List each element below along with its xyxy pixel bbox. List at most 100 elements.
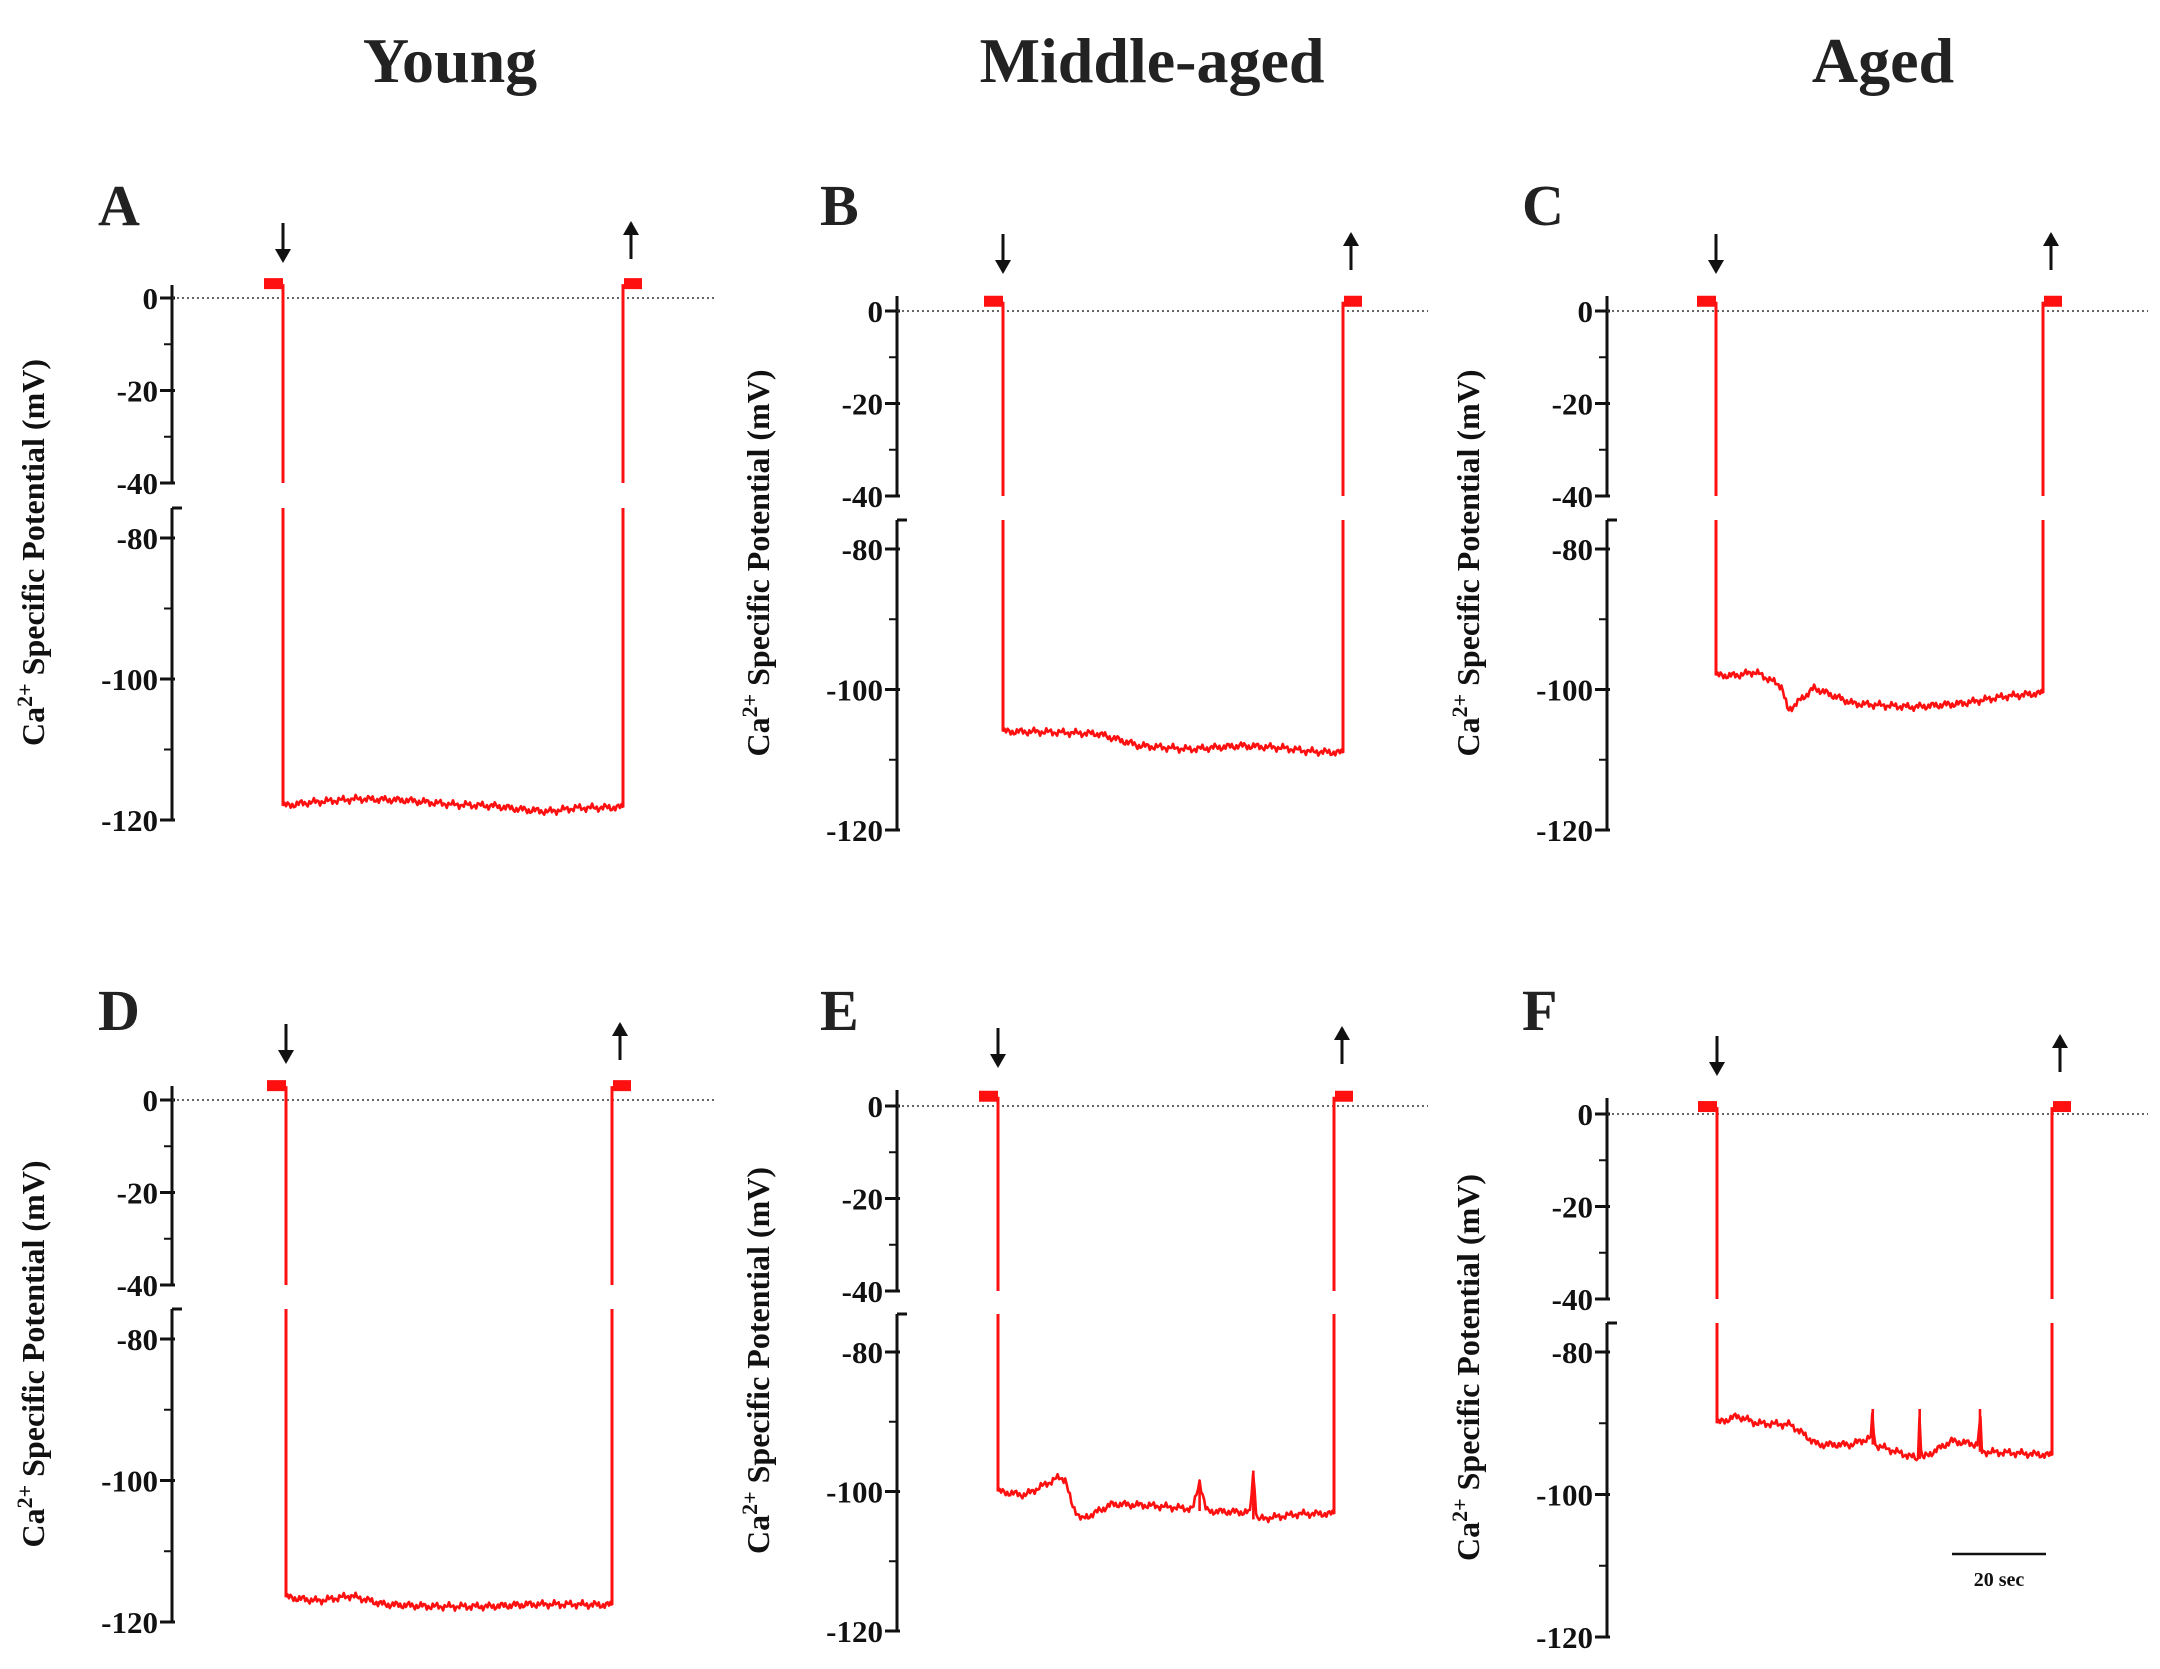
panel-f: F 0 -20 -40 -80 -100 -120 Ca2+ Specific Potenti…	[1447, 978, 2148, 1655]
potential-trace	[1714, 668, 2045, 713]
y-tick-label: -20	[117, 374, 158, 409]
y-tick-label: -80	[117, 521, 158, 556]
y-axis-label-part: Specific Potential (mV)	[15, 1160, 51, 1484]
insertion-arrow	[278, 1050, 294, 1064]
insertion-arrow	[1708, 260, 1724, 274]
y-axis-label: Ca2+ Specific Potential (mV)	[737, 1167, 776, 1554]
y-tick-label: -40	[117, 1268, 158, 1303]
panel-a: A 0 -20 -40 -80 -100 -120 Ca2+ Specific Potenti…	[12, 173, 715, 838]
removal-arrow	[612, 1022, 628, 1036]
removal-arrow	[1334, 1026, 1350, 1040]
pre-insertion-signal	[984, 295, 1003, 307]
panel-c: C 0 -20 -40 -80 -100 -120 Ca2+ Specific Potenti…	[1447, 173, 2148, 848]
y-axis-label-part: Specific Potential (mV)	[740, 1167, 776, 1491]
potential-trace	[1001, 726, 1345, 757]
y-axis-label-part: Specific Potential (mV)	[15, 359, 51, 683]
y-tick-label: -120	[1536, 1620, 1593, 1655]
panel-d: D 0 -20 -40 -80 -100 -120 Ca2+ Specific Potenti…	[12, 978, 715, 1640]
column-title-aged: Aged	[1812, 25, 1954, 96]
post-removal-signal	[613, 1080, 631, 1092]
panel-letter: C	[1522, 173, 1564, 238]
panel-letter: E	[820, 978, 859, 1043]
y-tick-label: -100	[101, 1464, 158, 1499]
y-tick-label: 0	[1578, 294, 1594, 329]
y-tick-label: -100	[826, 1475, 883, 1510]
y-tick-label: -120	[101, 1605, 158, 1640]
y-tick-label: -20	[842, 1182, 883, 1217]
potential-trace	[281, 793, 625, 816]
y-tick-label: -80	[842, 1335, 883, 1370]
post-removal-signal	[2053, 1101, 2071, 1113]
y-axis-label-part: Ca	[1450, 1522, 1486, 1561]
y-axis-label: Ca2+ Specific Potential (mV)	[1447, 1174, 1486, 1561]
y-axis-label-part: Ca	[740, 1515, 776, 1554]
panel-letter: F	[1522, 978, 1557, 1043]
y-axis-label: Ca2+ Specific Potential (mV)	[12, 359, 51, 746]
y-axis-label-superscript: 2+	[12, 683, 37, 707]
panel-b: B 0 -20 -40 -80 -100 -120 Ca2+ Specific Potenti…	[737, 173, 1428, 848]
insertion-arrow	[1709, 1062, 1725, 1076]
y-axis-label-part: Specific Potential (mV)	[1450, 369, 1486, 693]
y-tick-label: -40	[1552, 1282, 1593, 1317]
post-removal-signal	[2044, 295, 2062, 307]
pre-insertion-signal	[979, 1090, 998, 1102]
y-axis-label: Ca2+ Specific Potential (mV)	[1447, 369, 1486, 756]
pre-insertion-signal	[1697, 295, 1716, 307]
pre-insertion-signal	[1698, 1101, 1717, 1113]
pre-insertion-signal	[267, 1080, 286, 1092]
removal-arrow	[1343, 232, 1359, 246]
y-tick-label: -120	[1536, 813, 1593, 848]
y-tick-label: -40	[842, 1274, 883, 1309]
y-tick-label: 0	[868, 1089, 884, 1124]
y-axis-label-superscript: 2+	[1447, 1498, 1472, 1522]
potential-trace	[1715, 1412, 2054, 1462]
y-axis-label-part: Specific Potential (mV)	[740, 369, 776, 693]
post-removal-signal	[1344, 295, 1362, 307]
y-tick-label: -100	[1536, 673, 1593, 708]
insertion-arrow	[275, 249, 291, 263]
y-axis-label-part: Ca	[15, 1508, 51, 1547]
y-tick-label: -100	[826, 673, 883, 708]
y-tick-label: -120	[826, 813, 883, 848]
y-tick-label: 0	[143, 1083, 159, 1118]
panel-letter: A	[98, 173, 140, 238]
y-axis-label-superscript: 2+	[12, 1485, 37, 1509]
potential-trace	[996, 1472, 1336, 1524]
y-tick-label: -80	[1552, 1335, 1593, 1370]
y-tick-label: -40	[842, 479, 883, 514]
post-removal-signal	[624, 278, 642, 290]
y-tick-label: -20	[842, 387, 883, 422]
y-tick-label: -20	[1552, 1190, 1593, 1225]
removal-arrow	[2043, 232, 2059, 246]
y-tick-label: -40	[1552, 479, 1593, 514]
y-tick-label: -20	[117, 1176, 158, 1211]
scale-bar-label: 20 sec	[1974, 1569, 2025, 1591]
panel-letter: D	[98, 978, 140, 1043]
y-tick-label: -80	[117, 1322, 158, 1357]
y-tick-label: -80	[1552, 532, 1593, 567]
y-axis-label-superscript: 2+	[737, 1491, 762, 1515]
y-axis-label-part: Ca	[740, 717, 776, 756]
insertion-arrow	[990, 1054, 1006, 1068]
pre-insertion-signal	[264, 278, 283, 290]
y-tick-label: -40	[117, 466, 158, 501]
post-removal-signal	[1335, 1090, 1353, 1102]
potential-trace	[284, 1591, 614, 1612]
y-tick-label: -100	[1536, 1478, 1593, 1513]
y-axis-label: Ca2+ Specific Potential (mV)	[737, 369, 776, 756]
y-tick-label: -120	[101, 803, 158, 838]
column-title-middle-aged: Middle-aged	[980, 25, 1325, 96]
y-tick-label: -120	[826, 1614, 883, 1649]
column-title-young: Young	[363, 25, 537, 96]
y-axis-label-part: Specific Potential (mV)	[1450, 1174, 1486, 1498]
y-axis-label-superscript: 2+	[1447, 694, 1472, 718]
y-axis-label-part: Ca	[1450, 717, 1486, 756]
y-tick-label: -20	[1552, 387, 1593, 422]
y-tick-label: -100	[101, 662, 158, 697]
panel-letter: B	[820, 173, 859, 238]
y-tick-label: 0	[868, 294, 884, 329]
panel-e: E 0 -20 -40 -80 -100 -120 Ca2+ Specific Potenti…	[737, 978, 1428, 1649]
y-axis-label: Ca2+ Specific Potential (mV)	[12, 1160, 51, 1547]
